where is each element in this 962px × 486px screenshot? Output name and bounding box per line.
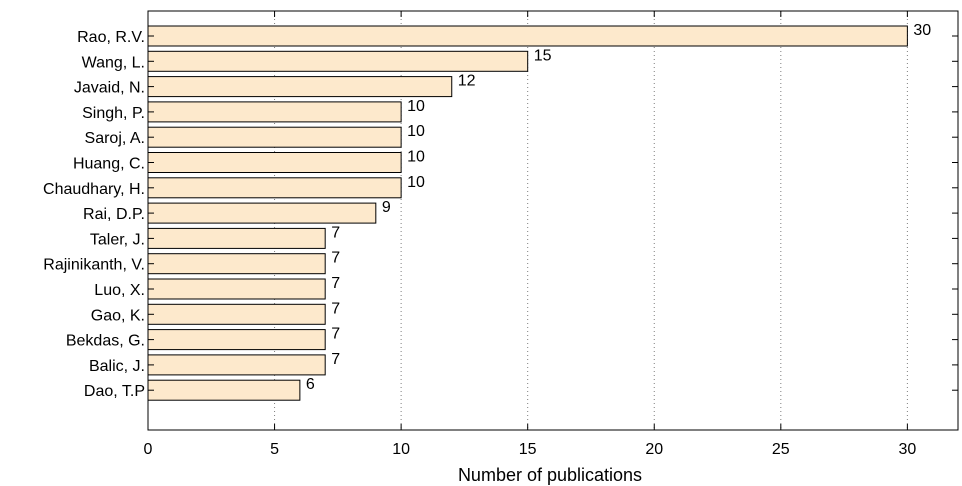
category-label: Chaudhary, H. [43, 181, 145, 198]
category-label: Javaid, N. [74, 80, 145, 97]
bar [147, 50, 529, 72]
x-ticks: 0 5 10 15 20 25 30 [144, 11, 958, 458]
data-label: 10 [407, 98, 425, 115]
category-label: Huang, C. [73, 156, 145, 173]
data-label: 6 [306, 376, 315, 393]
category-label: Dao, T.P [84, 383, 145, 400]
data-label: 10 [407, 123, 425, 140]
bar [147, 227, 326, 249]
category-label: Rajinikanth, V. [43, 257, 145, 274]
category-label: Balic, J. [89, 358, 145, 375]
bar [147, 379, 301, 401]
data-label: 7 [331, 250, 340, 267]
bar [147, 202, 377, 224]
data-label: 10 [407, 174, 425, 191]
data-label: 7 [331, 224, 340, 241]
data-label: 10 [407, 149, 425, 166]
x-tick-label: 10 [392, 441, 410, 458]
x-tick-label: 25 [772, 441, 790, 458]
category-label: Bekdas, G. [66, 333, 145, 350]
category-label: Luo, X. [94, 282, 145, 299]
data-label: 7 [331, 326, 340, 343]
bar [147, 329, 326, 351]
bar [147, 126, 402, 148]
bar [147, 303, 326, 325]
bar [147, 177, 402, 199]
x-axis-title: Number of publications [458, 465, 642, 485]
data-label: 9 [382, 199, 391, 216]
data-label: 7 [331, 351, 340, 368]
x-tick-label: 0 [144, 441, 153, 458]
bar [147, 76, 453, 98]
x-tick-label: 5 [270, 441, 279, 458]
data-label: 15 [534, 47, 552, 64]
bar [147, 152, 402, 173]
category-labels: Rao, R.V. Wang, L. Javaid, N. Singh, P. Saro… [43, 29, 145, 400]
x-tick-label: 20 [645, 441, 663, 458]
category-label: Rai, D.P. [83, 206, 145, 223]
bar [147, 354, 326, 376]
category-label: Rao, R.V. [77, 29, 145, 46]
category-label: Wang, L. [82, 54, 145, 71]
category-label: Singh, P. [82, 105, 145, 122]
data-label: 12 [458, 73, 476, 90]
data-label: 7 [331, 275, 340, 292]
x-tick-label: 15 [519, 441, 537, 458]
x-tick-label: 30 [898, 441, 916, 458]
bars [147, 25, 908, 401]
bar [147, 253, 326, 275]
bar [147, 101, 402, 123]
category-label: Saroj, A. [85, 130, 145, 147]
data-label: 30 [913, 22, 931, 39]
plot-frame [147, 10, 959, 431]
category-label: Taler, J. [90, 231, 145, 248]
category-label: Gao, K. [91, 307, 145, 324]
bar [147, 278, 326, 300]
bar [147, 25, 908, 47]
data-label: 7 [331, 300, 340, 317]
